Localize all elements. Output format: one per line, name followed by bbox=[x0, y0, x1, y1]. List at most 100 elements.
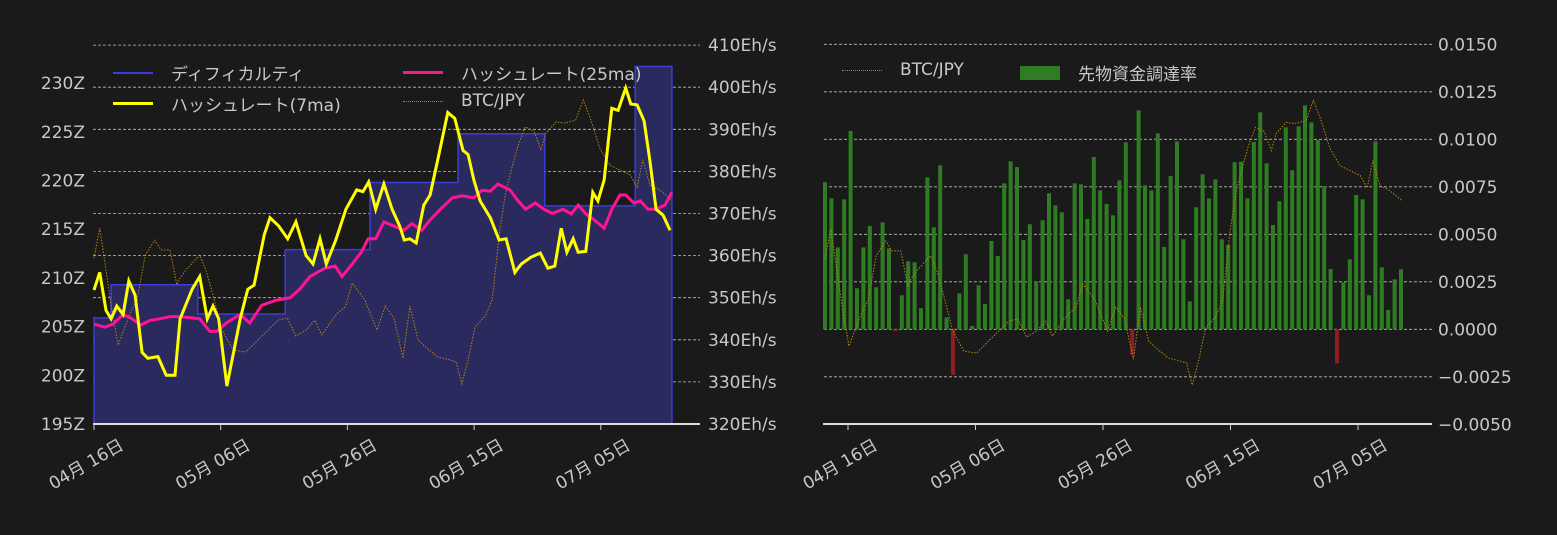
x-tick-label: 05月 06日 bbox=[172, 436, 254, 495]
funding-rate-bar bbox=[1175, 141, 1179, 330]
funding-rate-bar bbox=[867, 225, 872, 330]
x-tick-label: 04月 16日 bbox=[800, 436, 882, 495]
left-axis-tick-label: 195Z bbox=[41, 415, 85, 435]
funding-rate-bar bbox=[1303, 105, 1307, 330]
funding-rate-bar bbox=[1354, 194, 1359, 330]
btc-jpy-line-left bbox=[93, 98, 673, 386]
funding-rate-bar bbox=[931, 227, 936, 330]
right-axis-tick-label: 330Eh/s bbox=[708, 373, 777, 393]
funding-rate-bar bbox=[1226, 244, 1231, 330]
funding-rate-bar bbox=[1379, 267, 1384, 330]
funding-rate-bar bbox=[899, 295, 904, 330]
funding-rate-bar bbox=[976, 285, 981, 330]
right-axis-tick-label: 320Eh/s bbox=[708, 415, 777, 435]
right-axis-tick-label: −0.0025 bbox=[1438, 368, 1512, 388]
funding-rate-bar bbox=[861, 247, 866, 330]
left-axis-tick-label: 200Z bbox=[41, 366, 85, 386]
x-tick-label: 07月 05日 bbox=[1310, 436, 1392, 495]
x-tick-label: 05月 26日 bbox=[299, 436, 381, 495]
funding-rate-bar bbox=[1053, 205, 1058, 330]
right-axis-tick-label: 400Eh/s bbox=[708, 78, 777, 98]
funding-rate-bar bbox=[1136, 110, 1141, 330]
funding-rate-bar bbox=[1232, 162, 1237, 330]
funding-rate-bar bbox=[1111, 215, 1115, 330]
funding-rate-bar bbox=[1162, 247, 1167, 330]
left-axis-tick-label: 210Z bbox=[41, 269, 85, 289]
left-axis-tick-label: 205Z bbox=[41, 318, 85, 338]
legend-swatch-hash7 bbox=[113, 102, 153, 105]
funding-rate-bar bbox=[880, 222, 885, 330]
funding-rate-bar bbox=[1027, 224, 1032, 330]
funding-rate-bar bbox=[1219, 239, 1224, 330]
funding-rate-bar bbox=[1328, 269, 1333, 330]
left-axis-tick-label: 220Z bbox=[41, 172, 85, 192]
funding-rate-bar bbox=[1360, 199, 1365, 330]
difficulty-line bbox=[93, 65, 673, 424]
left-axis-tick-label: 215Z bbox=[41, 220, 85, 240]
funding-rate-bar bbox=[1155, 133, 1160, 330]
funding-rate-bar bbox=[1015, 167, 1019, 330]
funding-rate-bar bbox=[1117, 180, 1122, 330]
funding-rate-bar bbox=[1277, 201, 1282, 330]
funding-rate-bar bbox=[1392, 279, 1397, 330]
right-axis-tick-label: 0.0000 bbox=[1438, 320, 1497, 340]
funding-rate-bar bbox=[938, 165, 943, 330]
funding-rate-bar bbox=[823, 182, 827, 330]
x-tick-label: 06月 15日 bbox=[426, 436, 508, 495]
funding-rate-bar bbox=[1008, 161, 1013, 330]
legend-swatch-funding bbox=[1020, 65, 1060, 80]
right-axis-tick-label: 360Eh/s bbox=[708, 247, 777, 267]
funding-rate-bar bbox=[1207, 198, 1211, 330]
legend-item-difficulty: ディフィカルティ bbox=[113, 60, 304, 85]
funding-rate-bar bbox=[1251, 141, 1256, 330]
left-axis-tick-label: 225Z bbox=[41, 123, 85, 143]
funding-rate-bar bbox=[848, 130, 853, 330]
right-axis-tick-label: 410Eh/s bbox=[708, 36, 777, 56]
funding-rate-bar bbox=[1258, 112, 1263, 330]
x-tick-label: 05月 26日 bbox=[1055, 436, 1137, 495]
funding-rate-bar bbox=[1213, 179, 1218, 330]
funding-rate-bar bbox=[1072, 183, 1077, 330]
funding-rate-bar bbox=[1264, 163, 1269, 330]
legend-label-hash7: ハッシュレート(7ma) bbox=[171, 96, 341, 116]
legend-label-hash25: ハッシュレート(25ma) bbox=[461, 65, 642, 85]
funding-rate-bar bbox=[1034, 281, 1039, 330]
x-tick-label: 07月 05日 bbox=[553, 436, 635, 495]
funding-rate-bar bbox=[963, 254, 968, 330]
legend-label-funding: 先物資金調達率 bbox=[1078, 65, 1197, 85]
right-axis-tick-label: 0.0075 bbox=[1438, 178, 1497, 198]
funding-rate-bar bbox=[1322, 186, 1327, 330]
funding-rate-bar bbox=[1245, 198, 1250, 330]
funding-rate-bar bbox=[1373, 141, 1378, 330]
funding-rate-bar bbox=[1239, 161, 1243, 330]
funding-rate-bar bbox=[842, 199, 847, 330]
funding-rate-bar bbox=[1098, 190, 1103, 330]
legend-item-hash25: ハッシュレート(25ma) bbox=[403, 60, 642, 85]
funding-rate-bar bbox=[1367, 295, 1371, 330]
funding-rate-bar bbox=[1059, 212, 1064, 330]
funding-rate-bar bbox=[951, 329, 955, 375]
funding-rate-bar bbox=[1021, 240, 1026, 330]
x-tick-label: 06月 15日 bbox=[1182, 436, 1264, 495]
right-axis-tick-label: 0.0125 bbox=[1438, 83, 1497, 103]
funding-rate-bar bbox=[983, 304, 987, 330]
right-axis-tick-label: −0.0050 bbox=[1438, 415, 1512, 435]
legend-item-funding: 先物資金調達率 bbox=[1020, 60, 1197, 85]
funding-rate-bar bbox=[1181, 239, 1186, 330]
funding-rate-bar bbox=[1130, 329, 1135, 355]
funding-rate-bar bbox=[1040, 220, 1045, 330]
funding-rate-bar bbox=[1283, 127, 1288, 330]
funding-rate-bar bbox=[887, 248, 891, 330]
legend-swatch-btc-right bbox=[842, 69, 882, 71]
funding-rate-bar bbox=[835, 247, 840, 330]
funding-rate-bar bbox=[1079, 184, 1083, 330]
legend-label-btc-right: BTC/JPY bbox=[900, 60, 964, 80]
funding-rate-bar bbox=[1085, 218, 1090, 330]
right-axis-tick-label: 380Eh/s bbox=[708, 162, 777, 182]
right-axis-tick-label: 0.0025 bbox=[1438, 273, 1497, 293]
funding-rate-bar bbox=[995, 255, 1000, 330]
funding-rate-bar bbox=[912, 262, 917, 330]
legend-item-btc-right: BTC/JPY bbox=[842, 60, 964, 80]
funding-rate-bar bbox=[1386, 309, 1391, 330]
funding-rate-bar bbox=[1341, 282, 1346, 330]
